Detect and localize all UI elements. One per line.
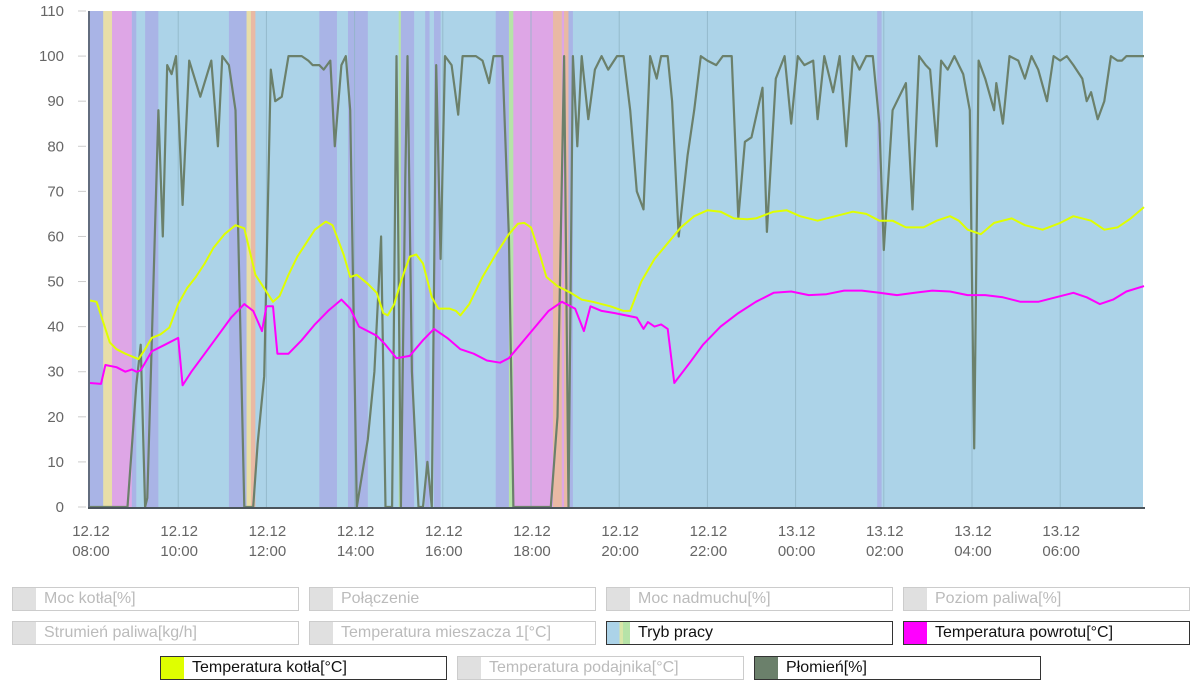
legend-label: Płomień[%] [786, 659, 867, 676]
legend-label: Moc kotła[%] [44, 590, 136, 607]
legend-swatch [904, 622, 927, 644]
legend-item-temperatura-kotla[interactable]: Temperatura kotła[°C] [160, 656, 447, 680]
y-tick-label: 80 [47, 138, 64, 155]
x-tick-date: 12.12 [337, 523, 375, 540]
series-line [89, 285, 1145, 387]
x-tick-date: 12.12 [160, 523, 198, 540]
mode-band [319, 11, 337, 507]
legend-swatch [310, 622, 333, 644]
y-tick-label: 40 [47, 319, 64, 336]
legend-item-temperatura-mieszacza[interactable]: Temperatura mieszacza 1[°C] [309, 621, 596, 645]
x-tick-date: 13.12 [778, 523, 816, 540]
series-lines [89, 54, 1145, 509]
y-tick-label: 110 [40, 3, 64, 20]
mode-band [553, 11, 562, 507]
legend-item-polaczenie[interactable]: Połączenie [309, 587, 596, 611]
legend-label: Tryb pracy [638, 624, 713, 641]
mode-band [508, 11, 514, 507]
legend-item-temperatura-podajnika[interactable]: Temperatura podajnika[°C] [457, 656, 744, 680]
series-line [90, 54, 1144, 509]
x-tick-date: 13.12 [1042, 523, 1080, 540]
y-tick-label: 70 [47, 183, 64, 200]
legend-item-poziom-paliwa[interactable]: Poziom paliwa[%] [903, 587, 1190, 611]
mode-band [88, 11, 104, 507]
legend-item-tryb-pracy[interactable]: Tryb pracy [606, 621, 893, 645]
legend-label: Temperatura powrotu[°C] [935, 624, 1114, 641]
x-tick-date: 12.12 [72, 523, 110, 540]
legend-label: Moc nadmuchu[%] [638, 590, 771, 607]
x-tick-time: 00:00 [778, 543, 816, 560]
x-tick-date: 13.12 [866, 523, 904, 540]
mode-band [131, 11, 137, 507]
y-tick-label: 30 [47, 364, 64, 381]
x-tick-time: 14:00 [337, 543, 375, 560]
mode-band [145, 11, 159, 507]
legend-item-strumien-paliwa[interactable]: Strumień paliwa[kg/h] [12, 621, 299, 645]
x-tick-date: 12.12 [425, 523, 463, 540]
x-tick-time: 06:00 [1042, 543, 1080, 560]
legend-item-moc-nadmuchu[interactable]: Moc nadmuchu[%] [606, 587, 893, 611]
legend-label: Strumień paliwa[kg/h] [44, 624, 197, 641]
mode-band [877, 11, 882, 507]
x-tick-time: 22:00 [690, 543, 728, 560]
x-tick-time: 16:00 [425, 543, 463, 560]
legend-swatch [904, 588, 927, 610]
legend-label: Połączenie [341, 590, 420, 607]
legend-swatch [607, 622, 630, 644]
x-tick-date: 12.12 [690, 523, 728, 540]
x-tick-date: 12.12 [601, 523, 639, 540]
mode-band [561, 11, 565, 507]
mode-band [103, 11, 113, 507]
legend-swatch [755, 657, 778, 679]
legend-swatch [13, 588, 36, 610]
x-tick-time: 08:00 [72, 543, 110, 560]
legend-swatch [458, 657, 481, 679]
legend-item-plomien[interactable]: Płomień[%] [754, 656, 1041, 680]
y-tick-label: 90 [47, 93, 64, 110]
mode-band [513, 11, 554, 507]
x-tick-date: 12.12 [249, 523, 287, 540]
legend-label: Poziom paliwa[%] [935, 590, 1062, 607]
x-tick-time: 12:00 [249, 543, 287, 560]
legend-item-moc-kotla[interactable]: Moc kotła[%] [12, 587, 299, 611]
legend-swatch [13, 622, 36, 644]
mode-band [112, 11, 132, 507]
x-tick-time: 02:00 [866, 543, 904, 560]
y-tick-label: 20 [47, 409, 64, 426]
y-axis: 0 10 20 30 40 50 60 70 80 90 100 110 [39, 3, 86, 516]
y-tick-label: 10 [47, 454, 64, 471]
mode-band [246, 11, 251, 507]
legend-swatch [310, 588, 333, 610]
legend-swatch [607, 588, 630, 610]
mode-band [400, 11, 415, 507]
mode-band [425, 11, 430, 507]
y-tick-label: 50 [47, 274, 64, 291]
tryb-pracy-bands [88, 11, 1143, 507]
series-line [89, 206, 1145, 361]
mode-band [347, 11, 368, 507]
x-tick-time: 18:00 [513, 543, 551, 560]
legend-label: Temperatura mieszacza 1[°C] [341, 624, 552, 641]
y-tick-label: 60 [47, 228, 64, 245]
y-tick-label: 0 [56, 499, 64, 516]
legend-label: Temperatura podajnika[°C] [489, 659, 679, 676]
x-tick-time: 04:00 [954, 543, 992, 560]
mode-band [433, 11, 441, 507]
mode-band [250, 11, 256, 507]
legend-swatch [161, 657, 184, 679]
x-axis: 12.12 08:00 12.12 10:00 12.12 12:00 12.12 14:00… [72, 523, 1080, 560]
mode-band [398, 11, 401, 507]
x-tick-date: 12.12 [513, 523, 551, 540]
x-tick-time: 20:00 [601, 543, 639, 560]
x-tick-date: 13.12 [954, 523, 992, 540]
y-tick-label: 100 [39, 48, 64, 65]
legend-item-temperatura-powrotu[interactable]: Temperatura powrotu[°C] [903, 621, 1190, 645]
x-tick-time: 10:00 [160, 543, 198, 560]
legend-label: Temperatura kotła[°C] [192, 659, 347, 676]
